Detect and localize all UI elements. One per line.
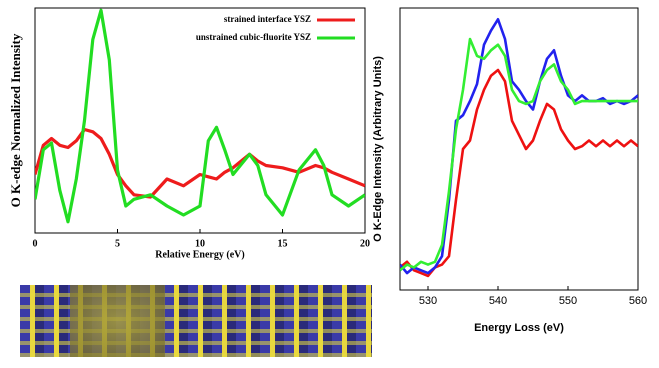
x-tick-label: 560 [629, 295, 647, 307]
x-tick-label: 15 [278, 238, 288, 249]
x-tick-label: 10 [195, 238, 205, 249]
x-tick-label: 0 [33, 238, 38, 249]
x-tick-label: 20 [360, 238, 370, 249]
x-tick-label: 540 [489, 295, 507, 307]
stem-image [20, 285, 372, 357]
legend-label: unstrained cubic-fluorite YSZ [196, 32, 311, 42]
x-tick-label: 5 [115, 238, 120, 249]
x-axis-label: Energy Loss (eV) [474, 322, 564, 334]
y-axis-label: O K-edge Normalized Intensity [8, 33, 23, 207]
x-tick-label: 530 [419, 295, 437, 307]
plot-frame [400, 8, 638, 290]
x-tick-label: 550 [559, 295, 577, 307]
legend-label: strained interface YSZ [224, 14, 311, 24]
y-axis-label: O K-Edge Intensity (Arbitrary Units) [372, 56, 384, 242]
x-axis-label: Relative Energy (eV) [155, 249, 244, 260]
figure: 0 5 10 15 20 Relative Energy (eV) O K-edge Nor… [0, 0, 659, 368]
